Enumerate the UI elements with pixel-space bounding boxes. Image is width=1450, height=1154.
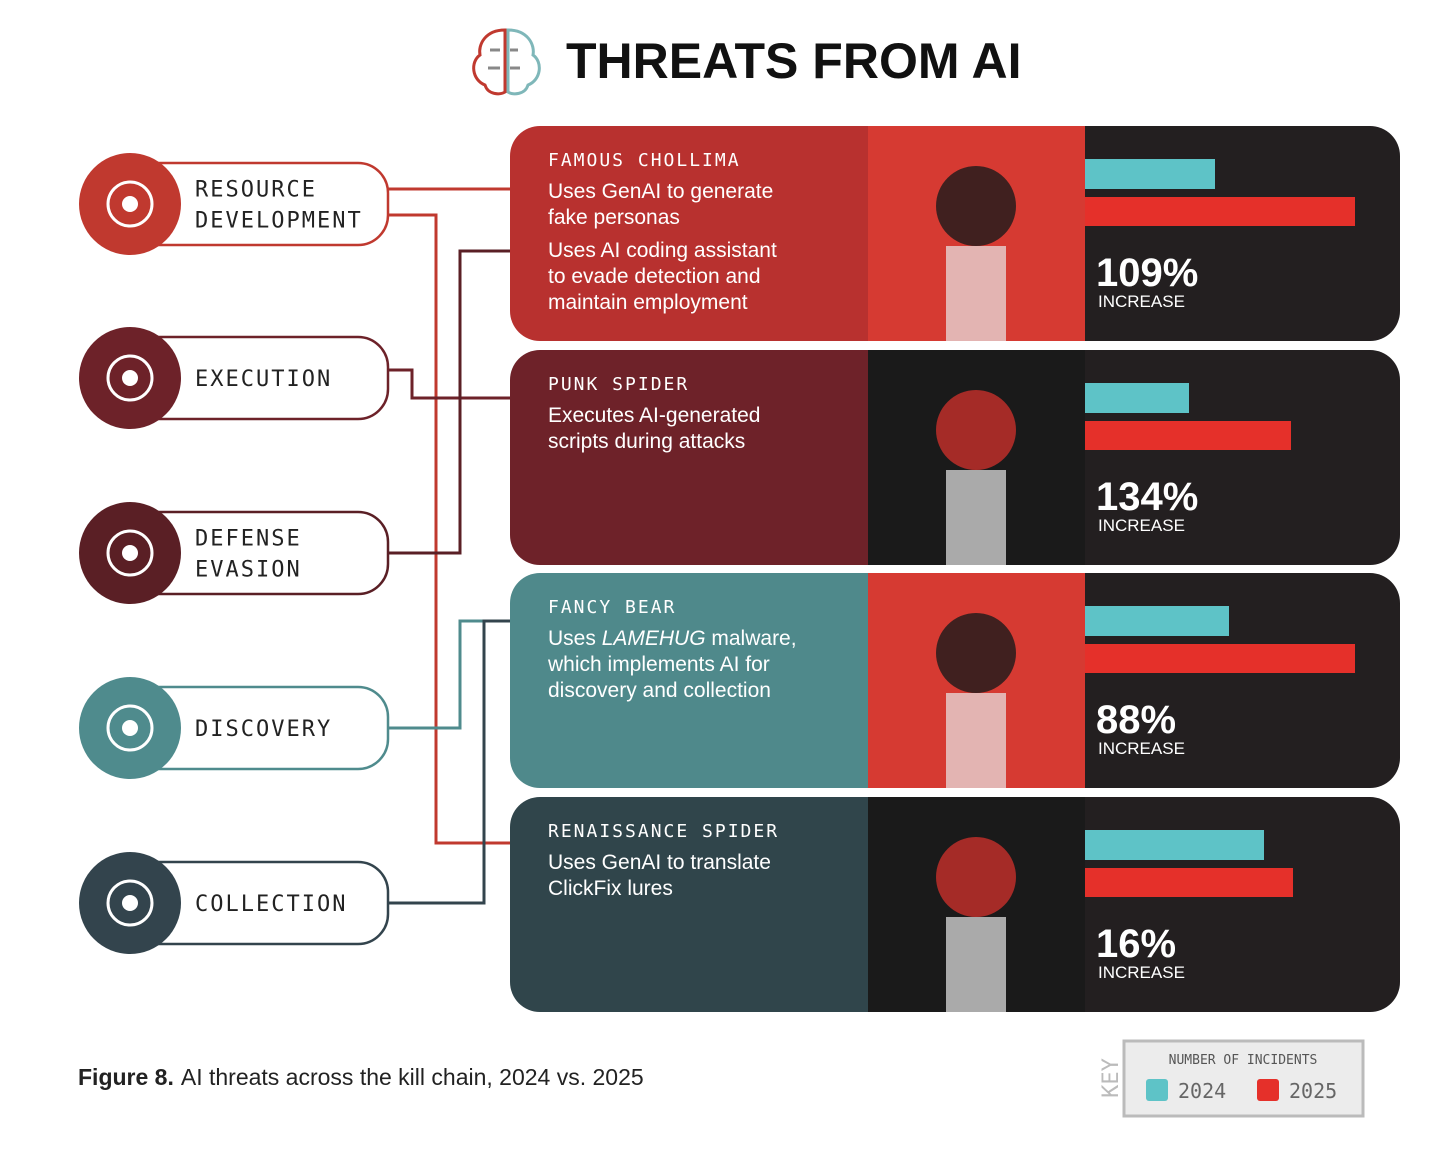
increase-value: 16% bbox=[1096, 922, 1176, 966]
phase: DEFENSE EVASION bbox=[79, 502, 390, 604]
key-box bbox=[1122, 1039, 1365, 1118]
group-name: PUNK SPIDER bbox=[548, 374, 689, 395]
key-swatch bbox=[1146, 1079, 1168, 1101]
bar bbox=[1085, 421, 1291, 450]
key-swatch bbox=[1257, 1079, 1279, 1101]
description-part: Uses bbox=[548, 627, 602, 650]
card-text-panel bbox=[510, 350, 868, 565]
key-title: NUMBER OF INCIDENTS bbox=[1169, 1053, 1318, 1068]
phase: EXECUTION bbox=[79, 327, 390, 429]
card-image-figure bbox=[946, 917, 1006, 1012]
description-line: scripts during attacks bbox=[548, 430, 745, 453]
increase-value: 109% bbox=[1096, 251, 1198, 295]
bar bbox=[1085, 644, 1355, 673]
phase: COLLECTION bbox=[79, 852, 390, 954]
increase-label: INCREASE bbox=[1098, 292, 1185, 311]
increase-label: INCREASE bbox=[1098, 516, 1185, 535]
cards: FAMOUS CHOLLIMA Uses GenAI to generate fak… bbox=[510, 126, 1400, 1012]
increase-label: INCREASE bbox=[1098, 739, 1185, 758]
description-line: which implements AI for bbox=[547, 653, 770, 676]
bar bbox=[1085, 830, 1264, 860]
brain-icon bbox=[472, 28, 541, 96]
phase-label: COLLECTION bbox=[195, 892, 347, 917]
key: KEY NUMBER OF INCIDENTS 2024 2025 bbox=[1099, 1039, 1365, 1118]
card bbox=[510, 350, 1400, 565]
bar bbox=[1085, 868, 1293, 897]
bar bbox=[1085, 159, 1215, 189]
page-title: THREATS FROM AI bbox=[566, 33, 1022, 89]
connectors bbox=[388, 181, 529, 905]
phase-label: DISCOVERY bbox=[195, 717, 332, 742]
increase-value: 134% bbox=[1096, 475, 1198, 519]
key-series-name: 2024 bbox=[1178, 1079, 1226, 1103]
description-line: Uses GenAI to translate bbox=[548, 851, 771, 874]
description-part: LAMEHUG bbox=[602, 627, 706, 650]
caption-text: AI threats across the kill chain, 2024 v… bbox=[181, 1064, 644, 1090]
phase-icon bbox=[106, 879, 154, 927]
phase-icon-dot bbox=[122, 196, 138, 212]
description-line: discovery and collection bbox=[548, 679, 771, 702]
phase-label: EVASION bbox=[195, 558, 302, 583]
card-image-figure bbox=[936, 166, 1016, 246]
phase-icon bbox=[106, 704, 154, 752]
bar bbox=[1085, 197, 1355, 226]
description-line: to evade detection and bbox=[548, 265, 761, 288]
card-text-panel bbox=[510, 573, 868, 788]
phase-icon-dot bbox=[122, 720, 138, 736]
key-series-name: 2025 bbox=[1289, 1079, 1337, 1103]
phases: RESOURCE DEVELOPMENT EXECUTION DEFENSE EVASI… bbox=[79, 153, 390, 954]
card-image-figure bbox=[946, 246, 1006, 341]
description-line: maintain employment bbox=[548, 291, 748, 314]
description-line: fake personas bbox=[548, 206, 680, 229]
phase-icon bbox=[106, 180, 154, 228]
description-line: Uses GenAI to generate bbox=[548, 180, 773, 203]
card-image-figure bbox=[936, 390, 1016, 470]
phase: DISCOVERY bbox=[79, 677, 390, 779]
phase-icon-dot bbox=[122, 895, 138, 911]
card-image-figure bbox=[936, 837, 1016, 917]
card-image-figure bbox=[946, 470, 1006, 565]
group-name: RENAISSANCE SPIDER bbox=[548, 821, 779, 842]
phase-label: DEFENSE bbox=[195, 527, 302, 552]
phase-label: DEVELOPMENT bbox=[195, 209, 363, 234]
card-image-figure bbox=[936, 613, 1016, 693]
card-text-panel bbox=[510, 797, 868, 1012]
phase-icon-dot bbox=[122, 370, 138, 386]
description-line: Executes AI-generated bbox=[548, 404, 760, 427]
description-line: Uses AI coding assistant bbox=[548, 239, 777, 262]
bar bbox=[1085, 606, 1229, 636]
phase-label: RESOURCE bbox=[195, 178, 317, 203]
phase-icon bbox=[106, 354, 154, 402]
increase-value: 88% bbox=[1096, 698, 1176, 742]
phase: RESOURCE DEVELOPMENT bbox=[79, 153, 390, 255]
phase-icon-dot bbox=[122, 545, 138, 561]
description-line: ClickFix lures bbox=[548, 877, 673, 900]
caption: Figure 8. AI threats across the kill chai… bbox=[78, 1064, 644, 1090]
group-name: FANCY BEAR bbox=[548, 597, 676, 618]
group-name: FAMOUS CHOLLIMA bbox=[548, 150, 741, 171]
description-line: Uses LAMEHUG malware, bbox=[548, 627, 797, 650]
caption-bold: Figure 8. bbox=[78, 1064, 174, 1090]
increase-label: INCREASE bbox=[1098, 963, 1185, 982]
description-part: malware, bbox=[706, 627, 797, 650]
card-text-panel bbox=[510, 126, 868, 341]
phase-label: EXECUTION bbox=[195, 367, 332, 392]
card bbox=[510, 126, 1400, 341]
card-image-figure bbox=[946, 693, 1006, 788]
key-label: KEY bbox=[1099, 1058, 1124, 1098]
phase-icon bbox=[106, 529, 154, 577]
bar bbox=[1085, 383, 1189, 413]
